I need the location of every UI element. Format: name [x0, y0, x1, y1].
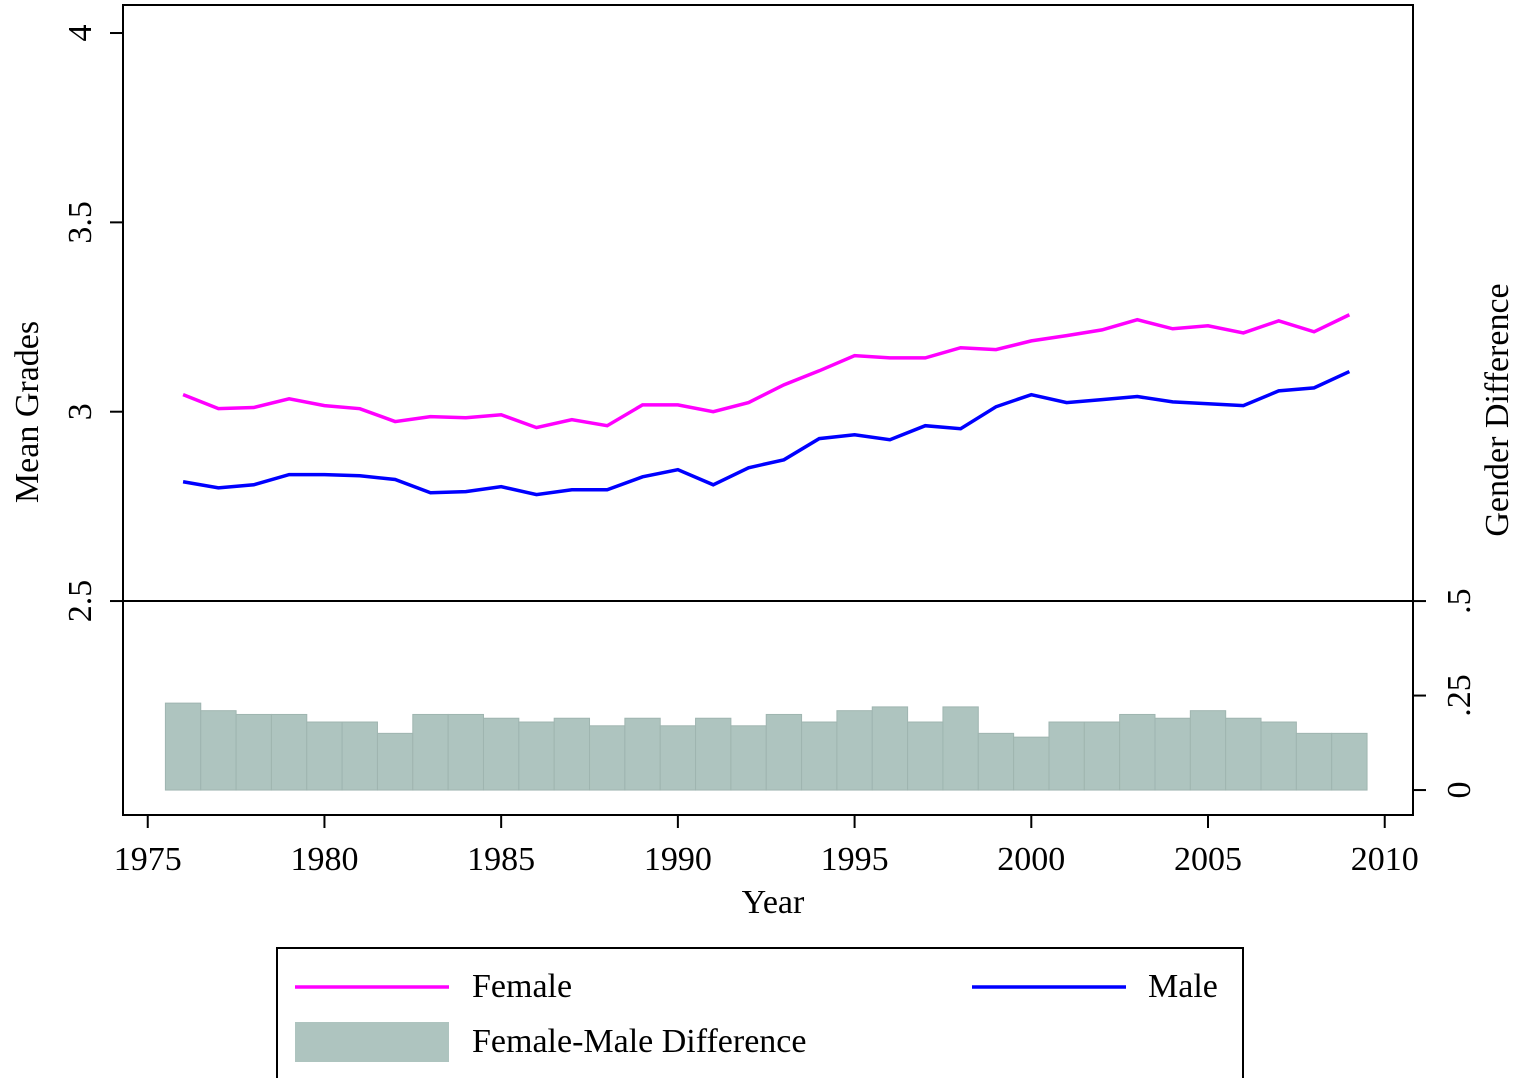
bar: [589, 725, 626, 791]
bar: [1260, 721, 1297, 791]
legend-label: Female: [472, 968, 572, 1005]
y-axis-title: Mean Grades: [9, 321, 46, 503]
x-tick-label: 1975: [114, 841, 182, 878]
bar: [1013, 736, 1050, 791]
bar: [447, 713, 484, 791]
bar: [836, 710, 873, 791]
y-tick-label: 2.5: [62, 580, 99, 623]
bar: [376, 732, 414, 791]
bar: [765, 713, 803, 791]
bar: [1189, 710, 1227, 791]
x-tick-label: 2000: [997, 841, 1065, 878]
legend-label: Female-Male Difference: [472, 1023, 806, 1060]
bar: [801, 721, 838, 791]
y2-tick-label: .5: [1441, 588, 1478, 614]
bar: [730, 725, 767, 791]
bar: [1331, 732, 1368, 791]
bar: [942, 706, 979, 791]
bar: [1225, 717, 1262, 791]
bar: [977, 732, 1015, 791]
bar: [1083, 721, 1121, 791]
bar: [306, 721, 343, 791]
bar: [871, 706, 909, 791]
bar: [624, 717, 661, 791]
bar: [164, 702, 202, 791]
y2-axis-title: Gender Difference: [1479, 283, 1516, 536]
bar: [695, 717, 732, 791]
bar: [553, 717, 591, 791]
y2-tick-label: .25: [1441, 674, 1478, 717]
x-tick-label: 1980: [290, 841, 358, 878]
bar: [1154, 717, 1191, 791]
x-tick-label: 2005: [1174, 841, 1242, 878]
y-tick-label: 3: [62, 403, 99, 420]
line-series: [182, 369, 1351, 497]
line-series: [182, 313, 1351, 430]
bar: [1048, 721, 1085, 791]
bar: [1119, 713, 1156, 791]
bar: [200, 710, 237, 791]
bar: [1295, 732, 1333, 791]
bar: [235, 713, 272, 791]
legend-label: Male: [1148, 968, 1218, 1005]
bar: [482, 717, 520, 791]
plot-frame: [122, 4, 1414, 816]
bar: [412, 713, 449, 791]
x-tick-label: 2010: [1351, 841, 1419, 878]
bar: [659, 725, 697, 791]
x-axis-title: Year: [742, 884, 805, 921]
bar: [907, 721, 944, 791]
legend-swatch: [295, 1022, 449, 1062]
bar: [341, 721, 378, 791]
x-tick-label: 1985: [467, 841, 535, 878]
x-tick-label: 1995: [821, 841, 889, 878]
x-tick-label: 1990: [644, 841, 712, 878]
bar: [518, 721, 555, 791]
y-tick-label: 3.5: [62, 201, 99, 244]
y-tick-label: 4: [62, 25, 99, 42]
y2-tick-label: 0: [1441, 782, 1478, 799]
bar: [270, 713, 308, 791]
